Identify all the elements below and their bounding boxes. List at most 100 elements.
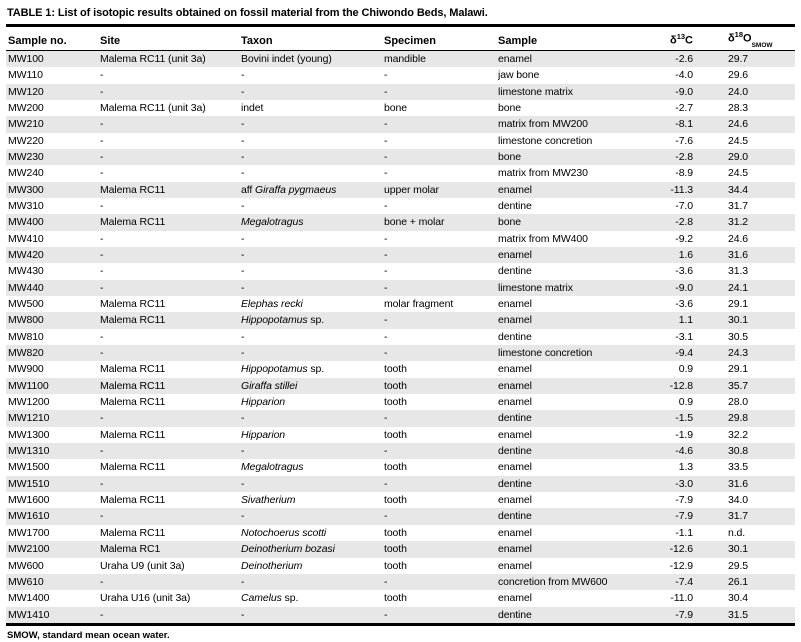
cell-d13c: -7.9 xyxy=(638,508,695,525)
cell-d18o: 24.6 xyxy=(728,232,749,245)
table-header: Sample no. Site Taxon Specimen Sample δ1… xyxy=(6,25,795,51)
table-row: MW220 - - - limestone concretion -7.6 24.5 xyxy=(6,133,795,149)
cell-d18o: 29.0 xyxy=(695,148,795,166)
taxon-regular: - xyxy=(241,347,245,360)
cell-d13c: -1.5 xyxy=(638,410,695,427)
cell-specimen: - xyxy=(384,167,388,180)
cell-d18o: 34.0 xyxy=(728,494,749,507)
cell-sample-no: MW1410 xyxy=(6,606,100,626)
cell-specimen: - xyxy=(384,199,388,212)
cell-taxon: Deinotherium bozasi xyxy=(241,541,384,558)
cell-sample-no: MW1600 xyxy=(8,494,50,507)
cell-site: Malema RC11 xyxy=(100,461,166,474)
cell-d13c: -9.0 xyxy=(638,279,695,296)
cell-site: - xyxy=(100,443,241,460)
cell-sample: bone xyxy=(498,101,521,114)
cell-specimen: tooth xyxy=(384,461,407,474)
cell-sample-no: MW1400 xyxy=(8,592,50,605)
cell-site: Malema RC11 (unit 3a) xyxy=(100,50,241,68)
taxon-regular: - xyxy=(241,477,245,490)
cell-specimen: - xyxy=(384,508,498,525)
cell-d18o: 30.8 xyxy=(695,443,795,460)
cell-sample: dentine xyxy=(498,443,638,460)
cell-sample: enamel xyxy=(498,396,532,409)
taxon-suffix: sp. xyxy=(307,363,325,376)
cell-d13c: -9.0 xyxy=(638,83,695,100)
cell-d13c: 1.1 xyxy=(638,312,695,329)
cell-d18o: 28.3 xyxy=(728,101,749,114)
cell-specimen: - xyxy=(384,232,388,245)
taxon-regular: - xyxy=(241,445,245,458)
cell-sample-no: MW210 xyxy=(6,116,100,133)
taxon-italic: Hippopotamus xyxy=(241,363,308,376)
cell-d13c: -12.6 xyxy=(638,541,695,558)
cell-sample: enamel xyxy=(498,246,638,264)
taxon-regular: - xyxy=(241,510,245,523)
cell-d13c: -1.9 xyxy=(675,428,693,441)
table-row: MW430 - - - dentine -3.6 31.3 xyxy=(6,263,795,279)
cell-site: Malema RC11 xyxy=(100,526,166,539)
cell-sample-no: MW1700 xyxy=(8,526,50,539)
taxon-regular: Bovini indet (young) xyxy=(241,52,332,65)
cell-specimen: - xyxy=(384,573,498,591)
cell-taxon: - xyxy=(241,165,384,181)
cell-site: Malema RC11 xyxy=(100,377,241,395)
table-row: MW900 Malema RC11 Hippopotamus sp. tooth ena… xyxy=(6,361,795,377)
taxon-regular: - xyxy=(241,167,245,180)
taxon-regular: - xyxy=(241,412,245,425)
cell-d18o: 30.1 xyxy=(695,541,795,558)
cell-sample: concretion from MW600 xyxy=(498,573,638,591)
table-caption: List of isotopic results obtained on fos… xyxy=(57,7,488,19)
table-row: MW600 Uraha U9 (unit 3a) Deinotherium tooth… xyxy=(6,558,795,574)
cell-sample-no: MW110 xyxy=(8,69,43,82)
taxon-suffix: sp. xyxy=(281,592,299,605)
column-header-sample: Sample xyxy=(498,25,638,51)
cell-sample: matrix from MW230 xyxy=(498,167,588,180)
table-row: MW1610- - - dentine -7.9 31.7 xyxy=(6,508,795,525)
table-row: MW210- - - matrix from MW200 -8.1 24.6 xyxy=(6,116,795,133)
cell-sample: enamel xyxy=(498,50,638,68)
table-row: MW820- - - limestone concretion -9.4 24.3 xyxy=(6,345,795,362)
cell-sample-no: MW1510 xyxy=(6,475,100,493)
cell-taxon: Hippopotamus sp. xyxy=(241,361,384,377)
taxon-italic: Giraffa stillei xyxy=(241,379,298,392)
cell-sample: enamel xyxy=(498,363,532,376)
cell-sample: enamel xyxy=(498,494,532,507)
cell-taxon: Elephas recki xyxy=(241,296,384,312)
cell-site: Malema RC11 (unit 3a) xyxy=(100,101,206,114)
cell-site: Malema RC11 xyxy=(100,428,166,441)
table-row: MW100 Malema RC11 (unit 3a) Bovini indet (… xyxy=(6,50,795,68)
table-row: MW300 Malema RC11 aff Giraffa pygmaeus uppe… xyxy=(6,181,795,198)
cell-site: - xyxy=(100,265,104,278)
cell-sample-no: MW1300 xyxy=(8,428,50,441)
footnote: SMOW, standard mean ocean water. xyxy=(7,629,170,641)
cell-d13c: -9.4 xyxy=(638,345,695,362)
cell-d13c: -8.1 xyxy=(638,116,695,133)
cell-site: - xyxy=(100,167,104,180)
cell-specimen: tooth xyxy=(384,526,407,539)
cell-d13c: -3.6 xyxy=(675,265,693,278)
cell-d13c: -11.3 xyxy=(638,181,695,198)
cell-d13c: -11.0 xyxy=(670,592,693,605)
cell-d18o: 32.2 xyxy=(728,428,749,441)
cell-taxon: Megalotragus xyxy=(241,459,384,475)
cell-d18o: 26.1 xyxy=(695,573,795,591)
cell-d18o: 24.6 xyxy=(695,116,795,133)
taxon-italic: Elephas recki xyxy=(241,298,303,310)
cell-sample-no: MW310 xyxy=(8,199,44,212)
table-row: MW500 Malema RC11 Elephas recki molar fragm… xyxy=(6,296,795,312)
cell-specimen: - xyxy=(384,69,388,82)
taxon-italic: Deinotherium bozasi xyxy=(241,543,335,556)
cell-site: - xyxy=(100,83,241,100)
cell-sample-no: MW820 xyxy=(6,345,100,362)
table-row: MW1300 Malema RC11 Hipparion tooth enamel -1.… xyxy=(6,427,795,443)
cell-taxon: Sivatherium xyxy=(241,492,384,508)
cell-sample-no: MW1200 xyxy=(8,396,50,409)
cell-sample: enamel xyxy=(498,312,638,329)
cell-sample-no: MW410 xyxy=(8,232,44,245)
cell-sample-no: MW430 xyxy=(8,265,44,278)
cell-sample-no: MW1210 xyxy=(6,410,100,427)
cell-sample-no: MW800 xyxy=(6,312,100,329)
cell-sample-no: MW1500 xyxy=(8,461,50,474)
cell-taxon: - xyxy=(241,508,384,525)
